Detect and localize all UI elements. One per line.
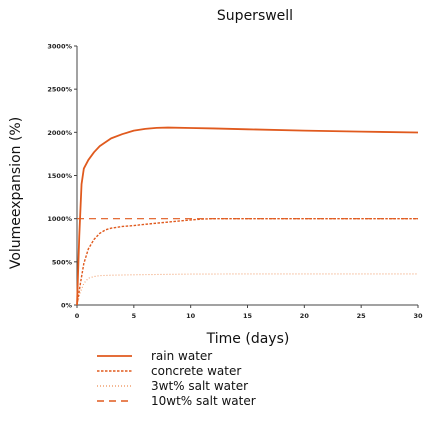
y-axis-label: Volumeexpansion (%) xyxy=(8,117,24,269)
x-tick-label: 15 xyxy=(243,312,253,320)
x-tick-label: 10 xyxy=(186,312,196,320)
legend-label: rain water xyxy=(151,349,212,363)
legend-label: 3wt% salt water xyxy=(151,379,248,393)
series-line-3wt-salt-water xyxy=(76,273,418,306)
x-tick-label: 0 xyxy=(75,312,80,320)
y-tick-label: 1500% xyxy=(47,172,72,180)
chart-title: Superswell xyxy=(217,8,293,24)
y-tick-label: 500% xyxy=(52,258,73,266)
y-tick-label: 2500% xyxy=(47,86,72,94)
x-tick-label: 20 xyxy=(300,312,310,320)
y-tick-label: 2000% xyxy=(47,129,72,137)
x-tick-label: 25 xyxy=(357,312,367,320)
y-tick-label: 0% xyxy=(61,302,73,310)
legend-label: 10wt% salt water xyxy=(151,394,256,408)
axes: 0% 500% 1000% 1500% 2000% 2500% 3000% 0 5 10 15 20 2… xyxy=(47,43,423,321)
legend-label: concrete water xyxy=(151,364,241,378)
y-tick-label: 3000% xyxy=(47,43,72,51)
series-line-concrete-water xyxy=(76,217,418,306)
y-tick-label: 1000% xyxy=(47,215,72,223)
series-layer xyxy=(76,126,419,306)
series-line-rain-water xyxy=(76,126,419,306)
x-axis-label: Time (days) xyxy=(206,331,290,347)
x-tick-label: 30 xyxy=(413,312,423,320)
x-tick-label: 5 xyxy=(132,312,137,320)
